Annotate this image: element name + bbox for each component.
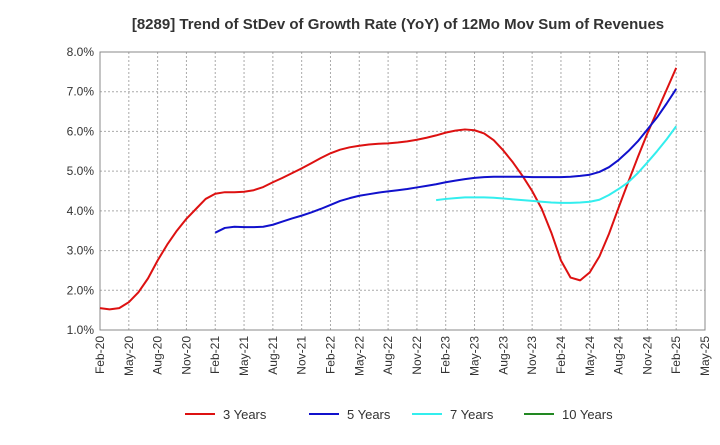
x-tick-label: Nov-22 <box>410 336 424 375</box>
series-layer <box>99 67 678 311</box>
y-tick-label: 7.0% <box>67 85 95 99</box>
y-axis-ticks: 1.0% 2.0% 3.0% 4.0% 5.0% 6.0% 7.0% 8.0% <box>67 45 95 337</box>
series-line-7-years <box>435 125 677 204</box>
legend: 3 Years 5 Years 7 Years 10 Years <box>185 407 613 422</box>
x-axis-ticks: Feb-20 May-20 Aug-20 Nov-20 Feb-21 May-21 Aug-… <box>93 336 712 376</box>
legend-label-3-years: 3 Years <box>223 407 267 422</box>
y-tick-label: 4.0% <box>67 204 95 218</box>
x-tick-label: Aug-22 <box>381 336 395 375</box>
x-tick-label: Aug-21 <box>266 336 280 375</box>
series-line-3-years <box>99 67 678 311</box>
x-tick-label: May-20 <box>122 336 136 376</box>
plot-frame <box>99 51 706 331</box>
x-tick-label: Nov-20 <box>179 336 193 375</box>
x-tick-label: Feb-22 <box>323 336 337 374</box>
x-tick-label: Nov-24 <box>640 336 654 375</box>
x-tick-label: Feb-20 <box>93 336 107 374</box>
x-tick-label: Aug-23 <box>496 336 510 375</box>
chart-title: [8289] Trend of StDev of Growth Rate (Yo… <box>132 16 664 33</box>
x-tick-label: Aug-20 <box>151 336 165 375</box>
y-tick-label: 3.0% <box>67 244 95 258</box>
x-tick-label: Aug-24 <box>612 336 626 375</box>
y-tick-label: 2.0% <box>67 283 95 297</box>
x-tick-label: May-23 <box>468 336 482 376</box>
legend-label-5-years: 5 Years <box>347 407 391 422</box>
x-tick-label: Nov-21 <box>295 336 309 375</box>
x-tick-label: May-25 <box>698 336 712 376</box>
x-tick-label: Feb-25 <box>669 336 683 374</box>
x-tick-label: Feb-21 <box>208 336 222 374</box>
y-tick-label: 5.0% <box>67 164 95 178</box>
x-tick-label: May-21 <box>237 336 251 376</box>
y-tick-label: 6.0% <box>67 124 95 138</box>
x-tick-label: Feb-24 <box>554 336 568 374</box>
y-tick-label: 1.0% <box>67 323 95 337</box>
x-tick-label: May-24 <box>583 336 597 376</box>
legend-label-10-years: 10 Years <box>562 407 613 422</box>
series-line-5-years <box>214 88 678 234</box>
x-tick-label: Feb-23 <box>439 336 453 374</box>
x-tick-label: Nov-23 <box>525 336 539 375</box>
x-tick-label: May-22 <box>352 336 366 376</box>
y-tick-label: 8.0% <box>67 45 95 59</box>
legend-label-7-years: 7 Years <box>450 407 494 422</box>
